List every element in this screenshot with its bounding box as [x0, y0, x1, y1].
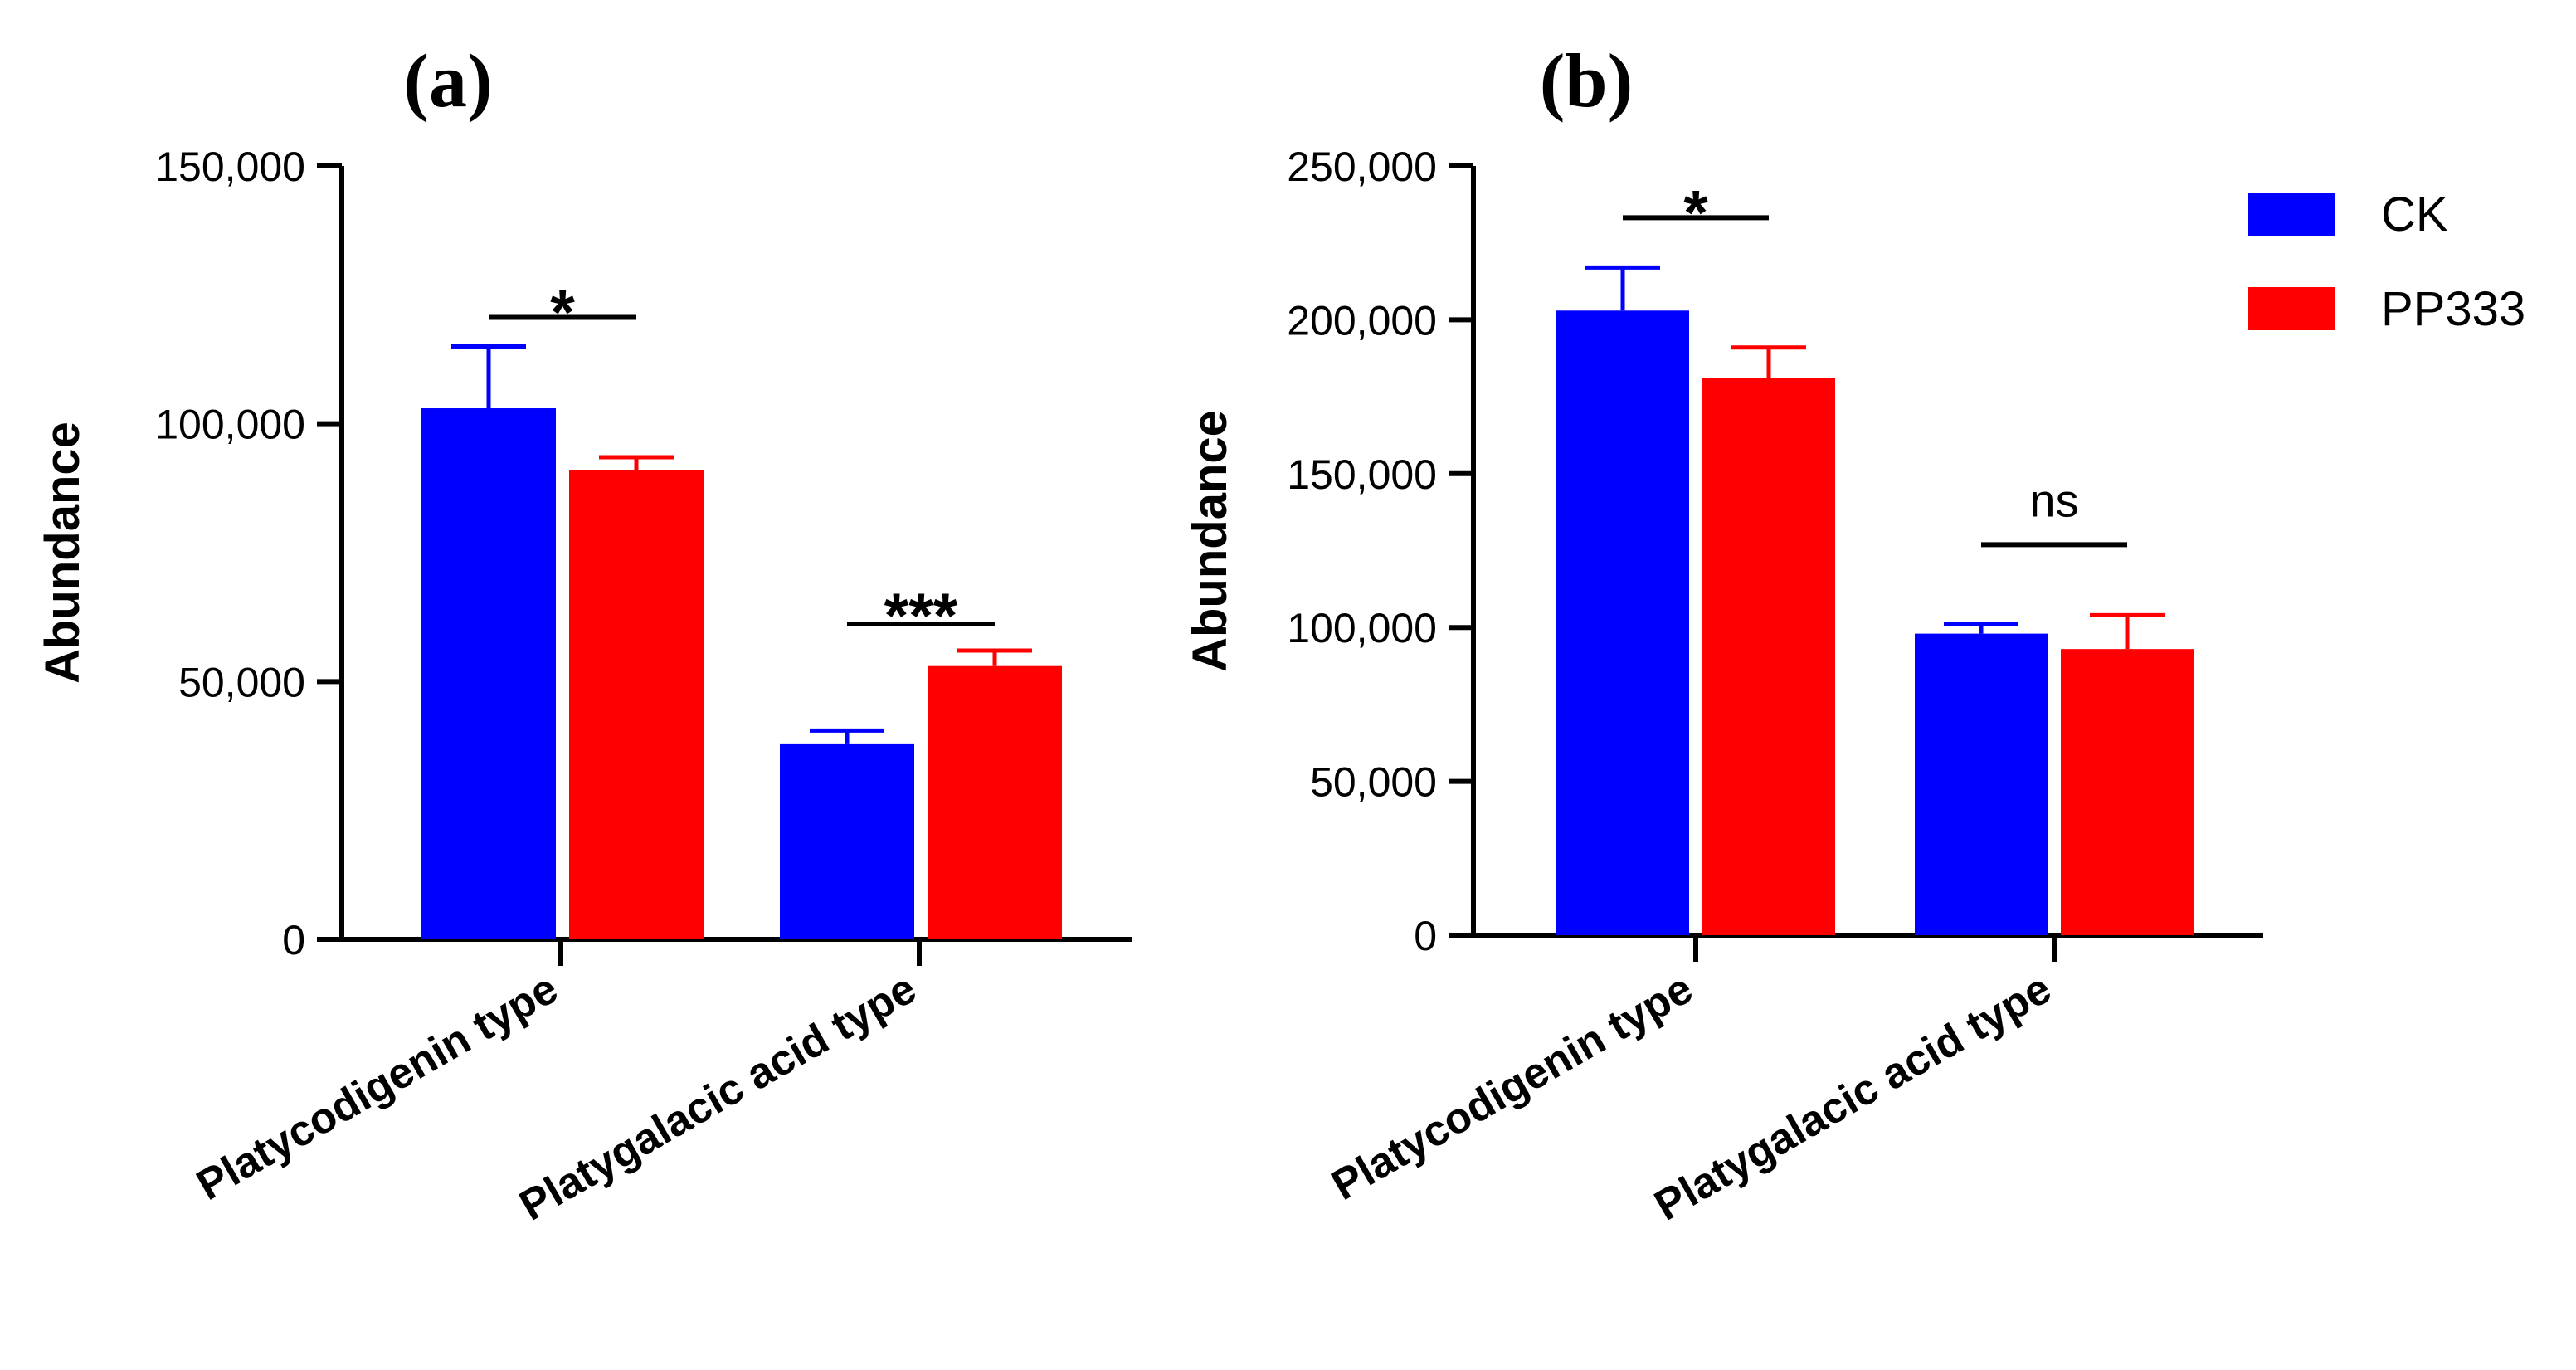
panel-a: (a) 0 50,000 100,000 150,000 Abundance Platyco… — [36, 38, 1132, 1231]
legend-label-pp333: PP333 — [2381, 282, 2525, 336]
y-tick-label: 0 — [282, 917, 305, 963]
y-tick-label: 200,000 — [1287, 297, 1437, 344]
bar — [1556, 310, 1689, 935]
bar — [569, 470, 704, 939]
x-tick-label: Platygalacic acid type — [1647, 964, 2059, 1230]
significance-label: * — [1683, 178, 1708, 248]
y-axis-title: Abundance — [36, 422, 90, 684]
bar — [2061, 649, 2194, 935]
bar — [780, 743, 914, 939]
significance-label: ns — [2029, 474, 2078, 526]
y-tick-label: 150,000 — [1287, 451, 1437, 498]
legend: CK PP333 — [2248, 188, 2525, 336]
y-tick-label: 100,000 — [1287, 605, 1437, 651]
panel-label: (b) — [1540, 38, 1633, 123]
legend-label-ck: CK — [2381, 188, 2448, 241]
x-tick-label: Platycodigenin type — [1324, 964, 1701, 1210]
y-tick-label: 0 — [1414, 913, 1437, 959]
x-tick-label: Platycodigenin type — [189, 964, 566, 1210]
significance-label: *** — [884, 581, 958, 651]
legend-swatch-ck — [2248, 193, 2335, 236]
y-axis-title: Abundance — [1183, 410, 1237, 672]
panel-label: (a) — [403, 38, 492, 123]
panel-b: (b) 0 50,000 100,000 150,000 200,000 250,000 Ab… — [1183, 38, 2263, 1231]
x-tick-label: Platygalacic acid type — [512, 964, 924, 1230]
bar — [928, 665, 1062, 939]
legend-swatch-pp333 — [2248, 287, 2335, 330]
y-tick-label: 150,000 — [155, 144, 305, 190]
bar — [421, 408, 556, 939]
y-tick-label: 100,000 — [155, 402, 305, 448]
significance-label: * — [550, 277, 575, 348]
y-tick-label: 50,000 — [1310, 759, 1437, 806]
bar — [1915, 633, 2048, 935]
y-tick-label: 50,000 — [178, 659, 305, 705]
y-tick-label: 250,000 — [1287, 144, 1437, 190]
bar — [1702, 378, 1835, 935]
